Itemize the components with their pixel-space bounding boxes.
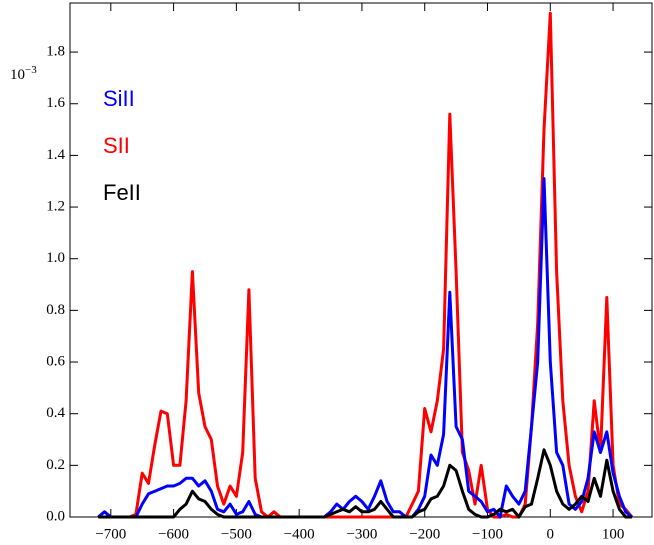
legend-label: SiII	[103, 86, 135, 111]
x-tick-label: −300	[346, 526, 377, 542]
series-line	[98, 11, 634, 519]
x-tick-label: −100	[472, 526, 503, 542]
y-tick-label: 0.2	[46, 457, 65, 473]
y-tick-label: 0.0	[46, 508, 65, 524]
x-tick-label: −400	[284, 526, 315, 542]
plot-frame	[69, 2, 653, 518]
y-tick-label: 1.0	[46, 250, 65, 266]
axis-multiplier: 10−3	[10, 64, 37, 84]
x-tick-label: −700	[95, 526, 126, 542]
y-tick-label: 0.4	[46, 405, 65, 421]
x-tick-label: −600	[158, 526, 189, 542]
y-tick-label: 0.6	[46, 353, 65, 369]
x-tick-label: 100	[602, 526, 625, 542]
x-tick-label: −200	[409, 526, 440, 542]
y-tick-label: 0.8	[46, 302, 65, 318]
series-line	[97, 177, 633, 519]
multiplier-base: 10	[10, 67, 25, 83]
x-tick-label: 0	[547, 526, 555, 542]
series-line	[98, 448, 632, 519]
y-tick-label: 1.2	[46, 198, 65, 214]
x-tick-label: −500	[221, 526, 252, 542]
y-tick-label: 1.4	[46, 147, 65, 163]
multiplier-exponent: −3	[25, 64, 37, 76]
legend-label: SII	[103, 133, 130, 158]
legend-label: FeII	[103, 180, 141, 205]
y-tick-label: 1.6	[46, 95, 65, 111]
y-tick-label: 1.8	[46, 44, 65, 60]
